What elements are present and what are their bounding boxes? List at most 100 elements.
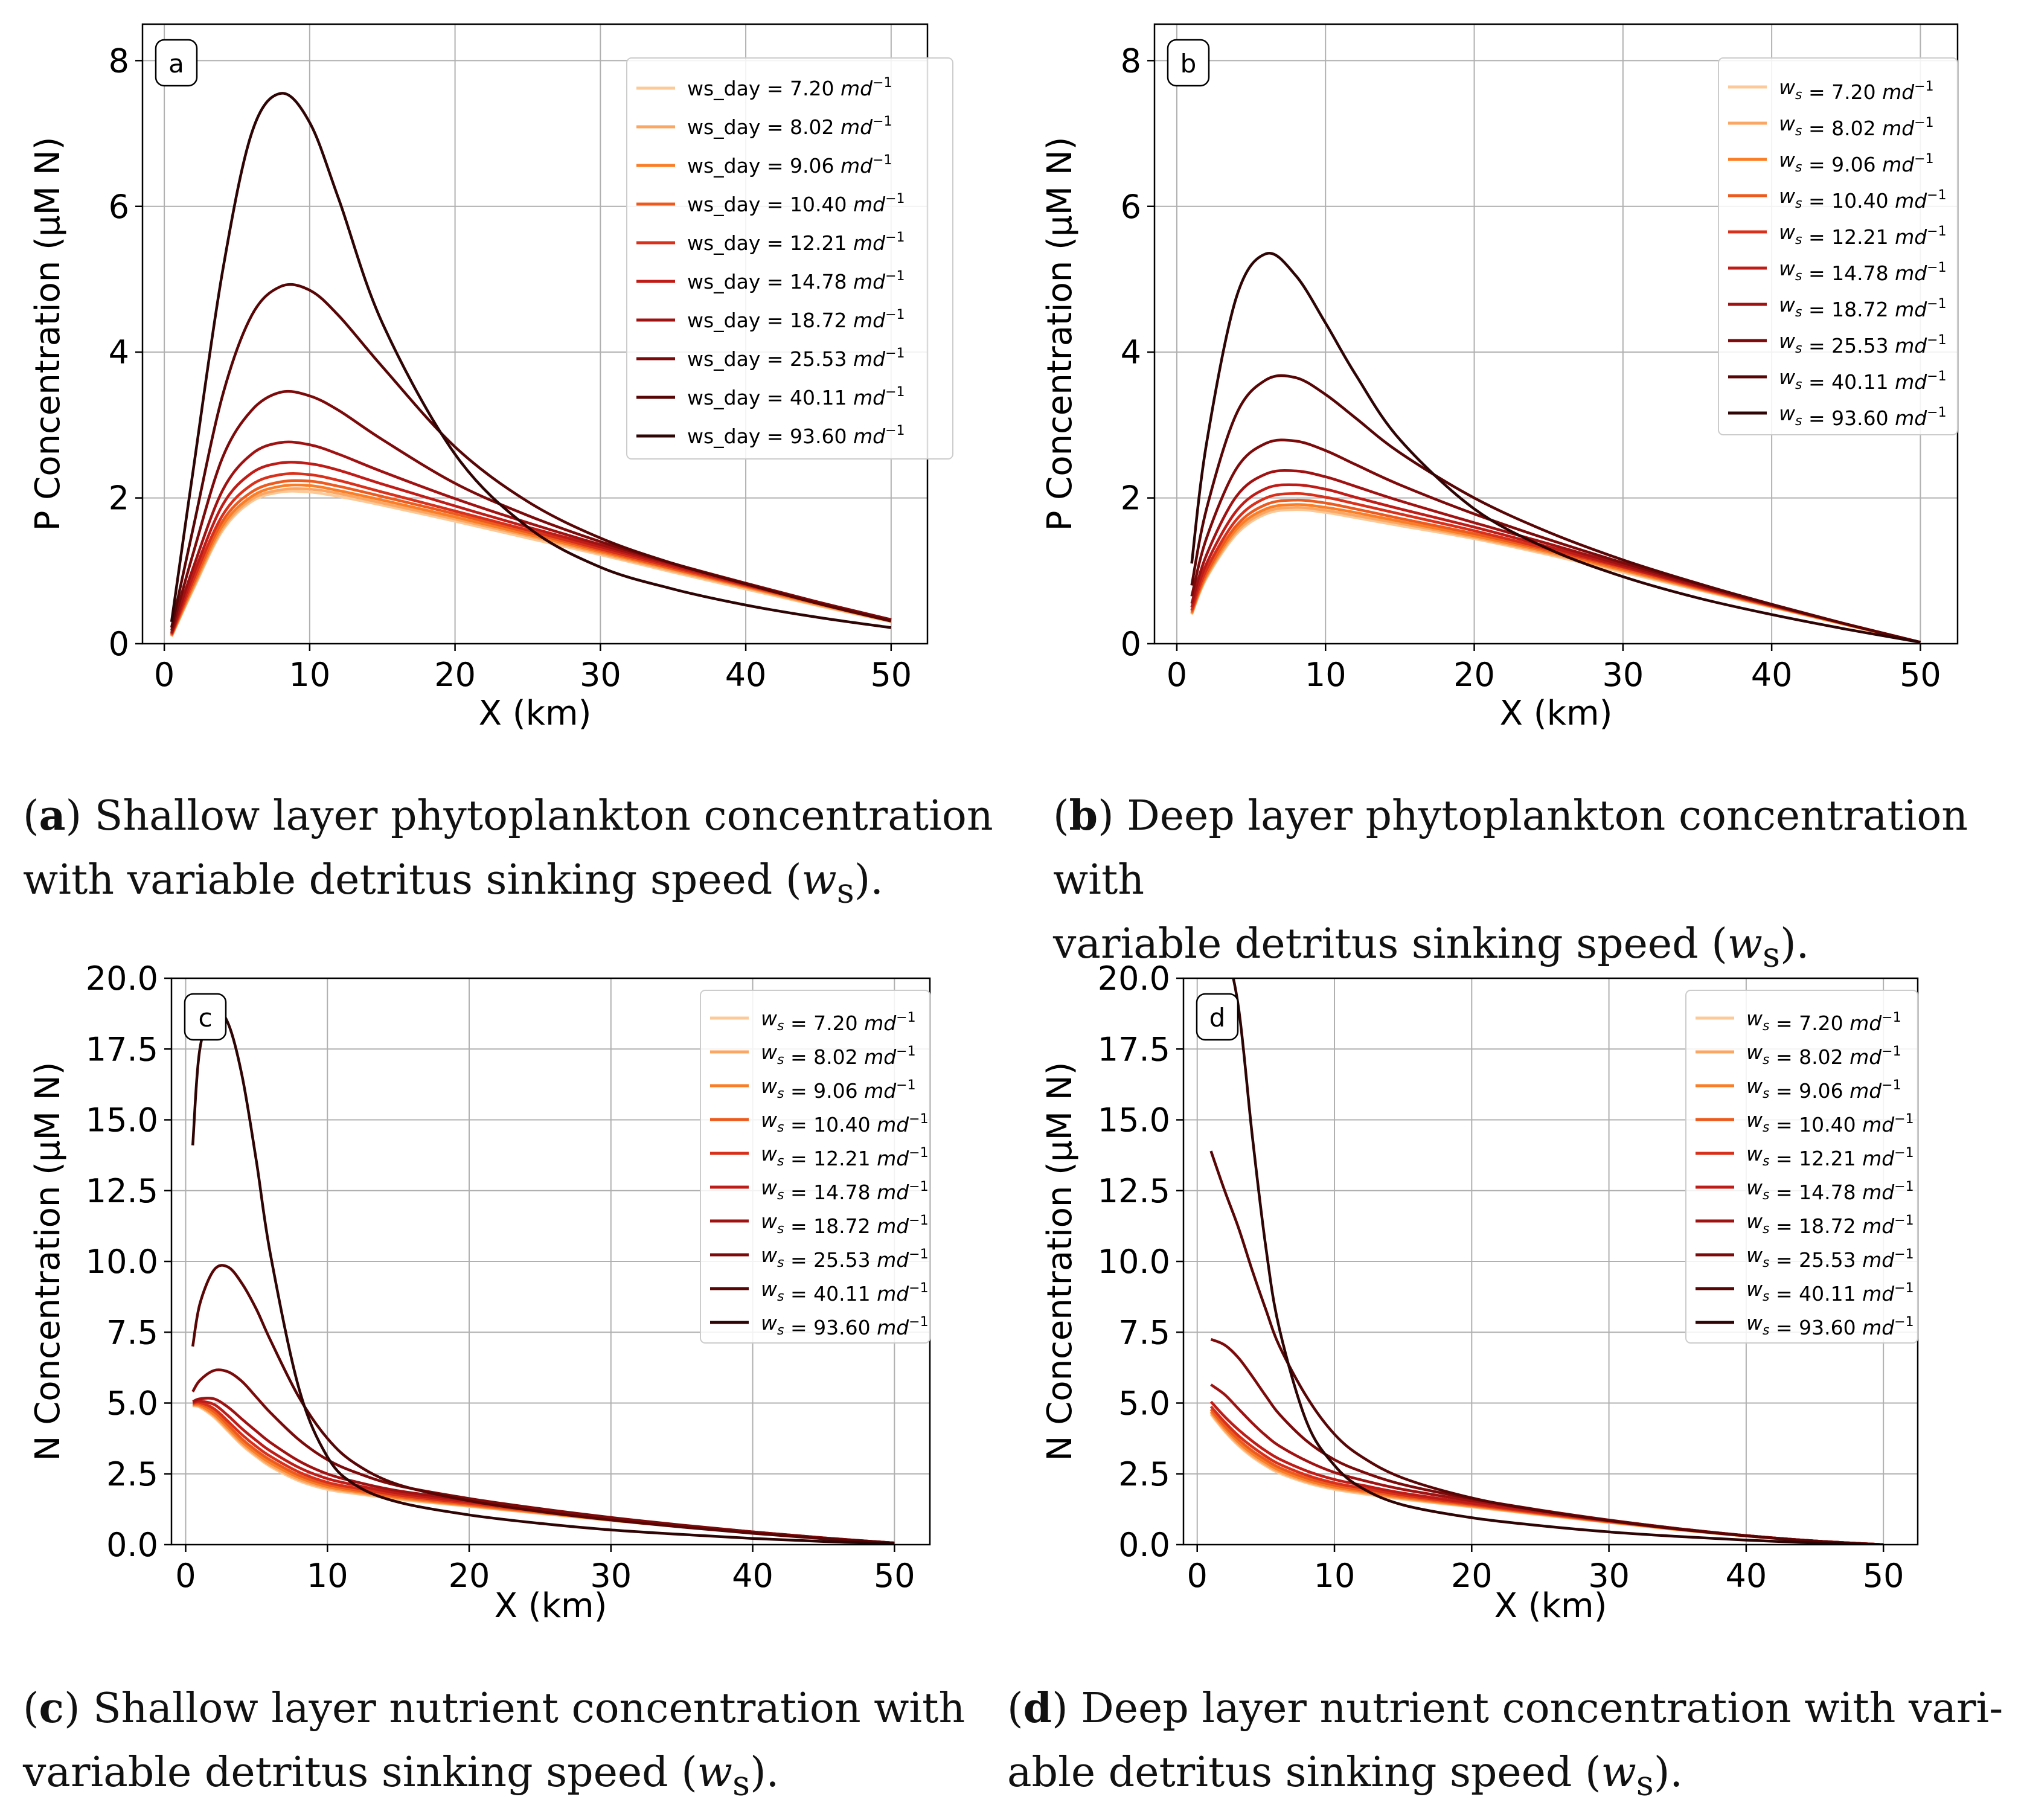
ytick-label: 17.5 — [1098, 1030, 1170, 1068]
series-line-93.60 — [191, 1008, 895, 1545]
series-group-b — [1190, 252, 1921, 644]
panel-label-b: b — [1167, 39, 1210, 87]
ytick-label: 5.0 — [1118, 1385, 1170, 1423]
caption-b-symbol: w — [1727, 920, 1763, 968]
ytick-label: 6 — [1121, 188, 1141, 226]
x-axis-label: X (km) — [1494, 1586, 1607, 1626]
panel-d: 0 10 20 30 40 50 0.0 2.5 5.0 7.5 10.0 12.5 15.0 17.5 2… — [1012, 948, 2024, 1630]
series-line-7.20 — [170, 490, 892, 637]
legend-a: ws_day = 7.20 md−1 ws_day = 8.02 md−1 ws_d… — [626, 57, 953, 460]
xtick-label: 30 — [1602, 656, 1644, 694]
ytick-label: 4 — [1121, 333, 1141, 371]
xtick-label: 40 — [1726, 1557, 1767, 1595]
ytick-label: 6 — [109, 188, 129, 226]
caption-a: (a) Shallow layer phytoplankton concentr… — [23, 784, 993, 923]
legend-label-40.11: ws_day = 40.11 md−1 — [687, 385, 905, 409]
ytick-label: 0 — [1121, 625, 1141, 663]
ytick-label: 4 — [109, 333, 129, 371]
series-line-93.60 — [170, 92, 892, 629]
xtick-label: 0 — [1167, 656, 1187, 694]
chart-a: 0 10 20 30 40 50 0 2 4 6 8 X (km) P Concentration (μ… — [28, 23, 953, 733]
legend-box — [626, 57, 953, 460]
legend-d: ws = 7.20 md−1 ws = 8.02 md−1 ws = 9.06 md… — [1685, 990, 1918, 1344]
series-group-d — [1209, 978, 1884, 1545]
caption-a-text2: with variable detritus sinking speed ( — [23, 856, 802, 904]
legend-label-25.53: ws_day = 25.53 md−1 — [687, 346, 905, 371]
ytick-label: 7.5 — [106, 1313, 158, 1351]
xtick-label: 10 — [307, 1557, 348, 1595]
series-group-c — [191, 1008, 895, 1545]
y-axis-label: N Concentration (μM N) — [28, 1062, 68, 1461]
ytick-label: 2.5 — [106, 1455, 158, 1493]
xtick-label: 10 — [289, 656, 330, 694]
xtick-label: 40 — [725, 656, 767, 694]
caption-d-text1: Deep layer nutrient concentration with v… — [1081, 1685, 2003, 1732]
legend-label-14.78: ws = 14.78 md−1 — [1746, 1176, 1914, 1204]
legend-label-10.40: ws = 10.40 md−1 — [761, 1108, 929, 1136]
xtick-label: 0 — [154, 656, 175, 694]
caption-d-line1: (d) Deep layer nutrient concentration wi… — [1007, 1684, 2003, 1732]
panel-label-box — [155, 39, 198, 87]
caption-b: (b) Deep layer phytoplankton concentrati… — [1053, 784, 2024, 987]
caption-d-sub: s — [1636, 1763, 1654, 1804]
legend-label-7.20: ws = 7.20 md−1 — [1746, 1007, 1901, 1035]
legend-label-18.72: ws_day = 18.72 md−1 — [687, 307, 905, 332]
caption-b-line1: (b) Deep layer phytoplankton concentrati… — [1053, 792, 1968, 904]
legend-c: ws = 7.20 md−1 ws = 8.02 md−1 ws = 9.06 md… — [700, 990, 930, 1344]
legend-label-25.53: ws = 25.53 md−1 — [1746, 1243, 1914, 1272]
ytick-label: 15.0 — [1098, 1101, 1170, 1139]
ytick-label: 8 — [1121, 42, 1141, 80]
legend-label-8.02: ws_day = 8.02 md−1 — [687, 114, 892, 139]
caption-d-line2: able detritus sinking speed (ws). — [1007, 1741, 2003, 1816]
legend-box — [1685, 990, 1918, 1344]
xtick-label: 10 — [1314, 1557, 1356, 1595]
legend-box — [700, 990, 930, 1344]
series-line-18.72 — [1210, 1383, 1884, 1545]
legend-label-10.40: ws_day = 10.40 md−1 — [687, 191, 905, 216]
ytick-label: 2 — [1121, 479, 1141, 517]
ytick-label: 12.5 — [86, 1172, 158, 1210]
legend-label-25.53: ws = 25.53 md−1 — [761, 1243, 929, 1272]
panel-label-text: d — [1209, 1003, 1226, 1033]
legend-label-12.21: ws_day = 12.21 md−1 — [687, 230, 905, 255]
legend-label-10.40: ws = 10.40 md−1 — [1779, 184, 1947, 213]
series-line-93.60 — [1232, 978, 1884, 1545]
legend-label-12.21: ws = 12.21 md−1 — [1779, 220, 1947, 249]
ytick-label: 2.5 — [1118, 1455, 1170, 1493]
y-axis-label: P Concentration (μM N) — [28, 137, 68, 531]
xtick-label: 50 — [870, 656, 912, 694]
caption-b-line2: variable detritus sinking speed (ws). — [1053, 912, 2024, 987]
caption-c-text2: variable detritus sinking speed ( — [23, 1749, 697, 1796]
panel-a: 0 10 20 30 40 50 0 2 4 6 8 X (km) P Concentration (μ… — [0, 0, 1012, 749]
panel-label-c: c — [184, 993, 227, 1041]
caption-b-text2: variable detritus sinking speed ( — [1053, 920, 1728, 968]
caption-d-label: d — [1023, 1684, 1052, 1732]
legend-label-18.72: ws = 18.72 md−1 — [1746, 1210, 1914, 1238]
ytick-label: 0.0 — [106, 1526, 158, 1564]
caption-b-text1: Deep layer phytoplankton concentration w… — [1053, 792, 1968, 904]
caption-d: (d) Deep layer nutrient concentration wi… — [1007, 1676, 2003, 1816]
xtick-label: 0 — [175, 1557, 196, 1595]
caption-d-symbol: w — [1601, 1749, 1636, 1796]
series-line-93.60 — [1190, 252, 1921, 644]
legend-label-18.72: ws = 18.72 md−1 — [1779, 293, 1947, 321]
ytick-label: 17.5 — [86, 1030, 158, 1068]
caption-c-line2: variable detritus sinking speed (ws). — [23, 1741, 965, 1816]
ytick-label: 5.0 — [106, 1385, 158, 1423]
caption-d-text2: able detritus sinking speed ( — [1007, 1749, 1601, 1796]
caption-c-line1: (c) Shallow layer nutrient concentration… — [23, 1684, 966, 1732]
caption-b-label: b — [1069, 792, 1098, 840]
caption-a-close: ). — [854, 856, 883, 904]
xtick-label: 20 — [1453, 656, 1495, 694]
legend-label-8.02: ws = 8.02 md−1 — [1746, 1040, 1901, 1069]
legend-label-40.11: ws = 40.11 md−1 — [1779, 365, 1947, 394]
ytick-label: 7.5 — [1118, 1313, 1170, 1351]
panel-label-text: c — [198, 1003, 212, 1033]
legend-label-7.20: ws = 7.20 md−1 — [1779, 75, 1934, 104]
caption-a-line1: (a) Shallow layer phytoplankton concentr… — [23, 792, 993, 840]
caption-c: (c) Shallow layer nutrient concentration… — [23, 1676, 965, 1816]
legend-label-40.11: ws = 40.11 md−1 — [1746, 1277, 1914, 1306]
xtick-label: 40 — [732, 1557, 773, 1595]
x-axis-label: X (km) — [479, 694, 592, 733]
ytick-label: 0.0 — [1118, 1526, 1170, 1564]
